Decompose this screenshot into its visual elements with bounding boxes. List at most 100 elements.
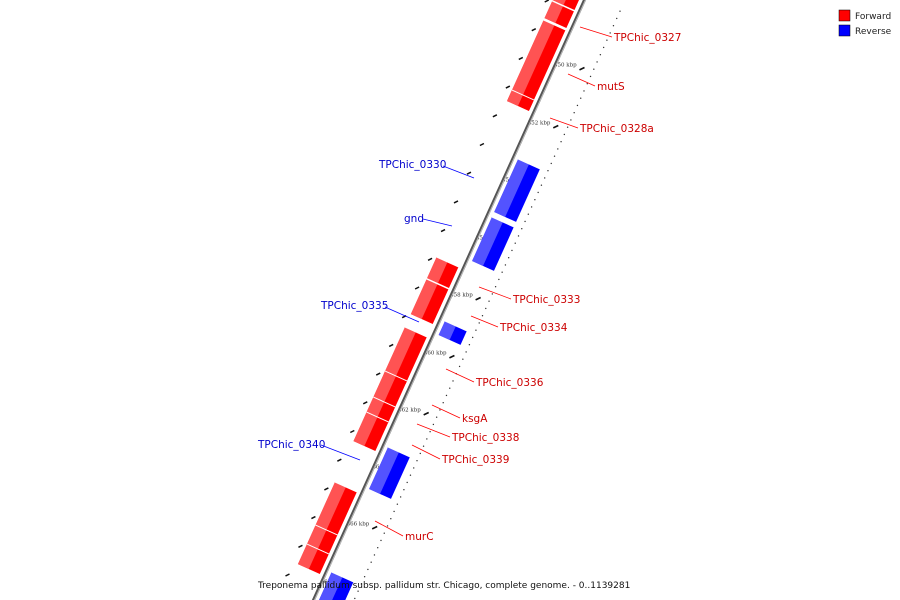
feature-edge: [306, 543, 330, 555]
backbone-line: [311, 0, 587, 600]
major-tick: [423, 411, 430, 416]
minor-tick-dot: [458, 365, 461, 368]
map-caption: Treponema pallidum subsp. pallidum str. …: [257, 581, 630, 591]
minor-tick-dot: [354, 597, 356, 600]
label-leader-line: [470, 315, 499, 328]
feature-edge: [387, 446, 411, 458]
feature-TPChic_0338[interactable]: [366, 396, 396, 423]
feature-edge: [551, 0, 575, 12]
feature-ksgA[interactable]: [373, 370, 408, 407]
minor-tick-dot: [521, 228, 523, 230]
feature-label[interactable]: mutS: [597, 81, 625, 93]
feature-highlight: [297, 544, 318, 570]
feature-murC[interactable]: [315, 481, 358, 535]
feature-edge: [404, 326, 428, 338]
feature-label[interactable]: murC: [405, 531, 434, 543]
genome-tick: [427, 257, 433, 261]
feature-label[interactable]: TPChic_0340: [257, 439, 325, 451]
genome-tick: [375, 372, 381, 376]
genome-tick: [518, 56, 524, 61]
label-leader-line: [549, 117, 579, 129]
feature-label[interactable]: TPChic_0339: [441, 454, 509, 466]
feature-highlight: [507, 20, 555, 106]
minor-tick-dot: [399, 496, 402, 498]
feature-highlight: [306, 525, 327, 550]
feature-label[interactable]: TPChic_0328a: [579, 123, 654, 135]
genome-tick: [337, 458, 342, 462]
minor-tick-dot: [426, 438, 428, 440]
feature-TPChic_0335[interactable]: [438, 320, 468, 345]
minor-tick-dot: [527, 213, 530, 215]
feature-unnamed[interactable]: [297, 543, 330, 574]
backbone-highlight: [313, 0, 587, 600]
minor-tick-dot: [547, 170, 549, 172]
genome-tick: [466, 171, 472, 175]
genome-tick: [479, 142, 485, 147]
minor-tick-dot: [465, 351, 467, 353]
minor-tick-dot: [419, 452, 421, 455]
feature-unnamed[interactable]: [315, 571, 354, 600]
feature-label[interactable]: TPChic_0330: [378, 159, 446, 171]
feature-label[interactable]: TPChic_0327: [613, 32, 681, 44]
feature-TPChic_0328a[interactable]: [507, 89, 535, 111]
feature-TPChic_0334[interactable]: [410, 278, 449, 324]
genome-tick: [388, 343, 394, 348]
minor-tick-dot: [432, 423, 435, 426]
minor-tick-dot: [498, 278, 500, 281]
genome-tick: [349, 429, 355, 434]
label-leader-line: [442, 165, 475, 179]
legend: Forward Reverse: [838, 9, 892, 37]
genome-tick: [531, 28, 537, 32]
minor-tick-dot: [471, 336, 474, 339]
minor-tick-dot: [537, 191, 539, 194]
label-leader-line: [416, 423, 451, 438]
genome-tick: [285, 573, 290, 577]
feature-TPChic_0339[interactable]: [353, 411, 389, 451]
feature-label[interactable]: TPChic_0334: [499, 322, 568, 334]
feature-unnamed[interactable]: [552, 0, 584, 10]
feature-label[interactable]: TPChic_0336: [475, 377, 544, 389]
minor-tick-dot: [488, 300, 490, 302]
feature-TPChic_0330[interactable]: [494, 158, 541, 222]
minor-tick-dot: [429, 431, 431, 433]
minor-tick-dot: [530, 206, 533, 208]
feature-label[interactable]: TPChic_0338: [451, 432, 519, 444]
feature-mutS[interactable]: [507, 19, 566, 110]
feature-unnamed[interactable]: [306, 524, 338, 554]
label-leader-line: [320, 444, 361, 461]
feature-TPChic_0340[interactable]: [369, 446, 411, 499]
minor-tick-dot: [370, 561, 372, 563]
minor-tick-dot: [445, 394, 448, 397]
minor-tick-dot: [452, 380, 454, 382]
label-leader-line: [411, 444, 441, 460]
scale-label: 360 kbp: [424, 351, 447, 357]
label-leader-line: [374, 520, 404, 537]
minor-tick-dot: [491, 293, 494, 295]
minor-tick-dot: [544, 177, 546, 179]
feature-edge: [543, 19, 566, 31]
feature-label[interactable]: TPChic_0333: [512, 294, 580, 306]
legend-item-forward[interactable]: Forward: [838, 9, 891, 22]
minor-tick-dot: [380, 539, 382, 542]
feature-label[interactable]: gnd: [404, 213, 424, 225]
feature-TPChic_0327[interactable]: [544, 0, 575, 28]
minor-tick-dot: [599, 54, 602, 56]
feature-label[interactable]: ksgA: [462, 413, 488, 425]
minor-tick-dot: [580, 97, 582, 99]
minor-tick-dot: [570, 119, 572, 121]
minor-tick-dot: [586, 83, 588, 85]
feature-TPChic_0333[interactable]: [427, 256, 459, 288]
legend-item-reverse[interactable]: Reverse: [838, 24, 892, 37]
feature-TPChic_0336[interactable]: [383, 326, 428, 384]
feature-gnd[interactable]: [472, 216, 515, 271]
minor-tick-dot: [409, 474, 412, 476]
label-leader-line: [478, 286, 512, 300]
minor-tick-dot: [390, 518, 392, 520]
minor-tick-dot: [619, 10, 621, 12]
label-leader-line: [384, 306, 420, 323]
feature-label[interactable]: TPChic_0335: [320, 300, 388, 312]
feature-highlight: [319, 572, 343, 600]
minor-tick-dot: [481, 315, 484, 317]
minor-tick-dot: [416, 460, 418, 462]
feature-highlight: [383, 327, 416, 380]
